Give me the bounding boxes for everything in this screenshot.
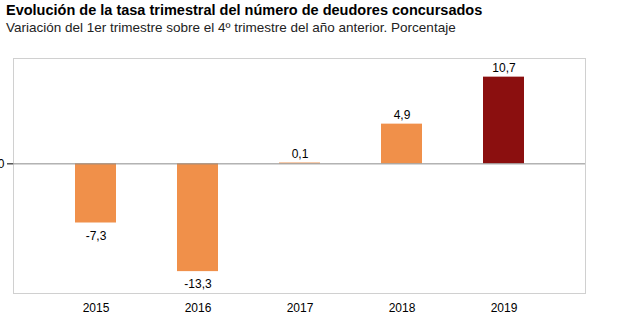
svg-text:2016: 2016 — [185, 301, 212, 315]
svg-text:2019: 2019 — [491, 301, 518, 315]
svg-text:-13,3: -13,3 — [184, 277, 212, 291]
svg-text:2015: 2015 — [83, 301, 110, 315]
svg-text:-7,3: -7,3 — [86, 229, 107, 243]
svg-text:0: 0 — [0, 157, 5, 171]
svg-text:4,9: 4,9 — [394, 108, 411, 122]
html-text:Evolución de la tasa trimestra: Evolución de la tasa trimestral del núme… — [6, 2, 483, 18]
svg-text:2017: 2017 — [287, 301, 314, 315]
html-text:Variación del 1er trimestre so: Variación del 1er trimestre sobre el 4º … — [6, 20, 456, 35]
svg-text:2018: 2018 — [389, 301, 416, 315]
svg-text:0,1: 0,1 — [292, 147, 309, 161]
svg-text:10,7: 10,7 — [492, 61, 516, 75]
